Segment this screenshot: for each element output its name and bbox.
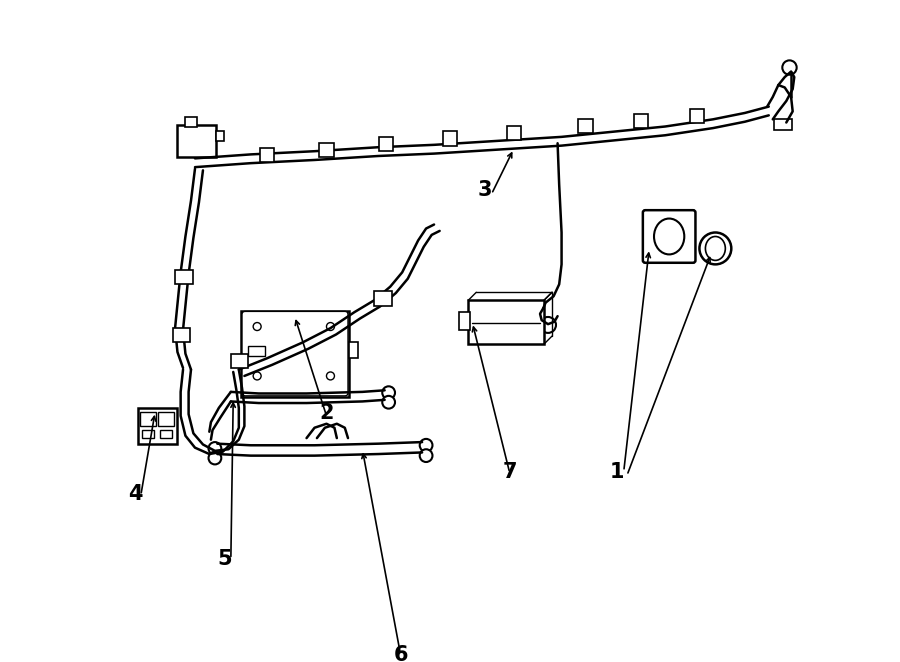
Circle shape <box>209 442 221 455</box>
Bar <box>349 342 358 358</box>
Bar <box>774 119 792 130</box>
Bar <box>690 109 704 123</box>
Circle shape <box>419 449 433 462</box>
Text: 2: 2 <box>320 403 334 424</box>
Bar <box>320 142 334 157</box>
Text: 4: 4 <box>128 484 142 504</box>
Bar <box>374 291 392 306</box>
Bar <box>138 408 177 444</box>
Bar <box>259 148 274 162</box>
Circle shape <box>253 322 261 330</box>
FancyBboxPatch shape <box>643 210 696 263</box>
Bar <box>459 312 470 330</box>
Bar <box>140 412 156 426</box>
Bar <box>468 301 544 344</box>
Text: 5: 5 <box>217 549 232 569</box>
Text: 3: 3 <box>478 180 492 201</box>
Bar <box>160 430 172 438</box>
Circle shape <box>540 317 556 333</box>
Circle shape <box>327 372 335 380</box>
Bar <box>185 117 197 126</box>
Bar <box>177 125 216 157</box>
Bar <box>230 354 248 368</box>
Bar <box>176 270 193 284</box>
Circle shape <box>327 322 335 330</box>
Bar <box>379 137 393 152</box>
Bar <box>634 114 648 128</box>
Circle shape <box>382 396 395 408</box>
Text: 6: 6 <box>393 645 408 662</box>
Bar <box>507 126 521 140</box>
Circle shape <box>253 372 261 380</box>
Circle shape <box>382 387 395 399</box>
Bar <box>173 328 190 342</box>
Bar <box>141 430 154 438</box>
Bar <box>158 412 175 426</box>
Bar <box>241 310 349 397</box>
Circle shape <box>419 439 433 451</box>
Text: 7: 7 <box>502 461 517 481</box>
Text: 1: 1 <box>610 461 625 481</box>
Ellipse shape <box>706 236 725 260</box>
Circle shape <box>209 451 221 465</box>
Bar <box>248 346 266 356</box>
Ellipse shape <box>654 218 684 254</box>
Bar <box>216 131 224 141</box>
Circle shape <box>699 232 732 264</box>
Circle shape <box>782 60 796 75</box>
FancyBboxPatch shape <box>242 311 348 396</box>
Bar <box>579 119 592 134</box>
Bar <box>443 131 457 146</box>
